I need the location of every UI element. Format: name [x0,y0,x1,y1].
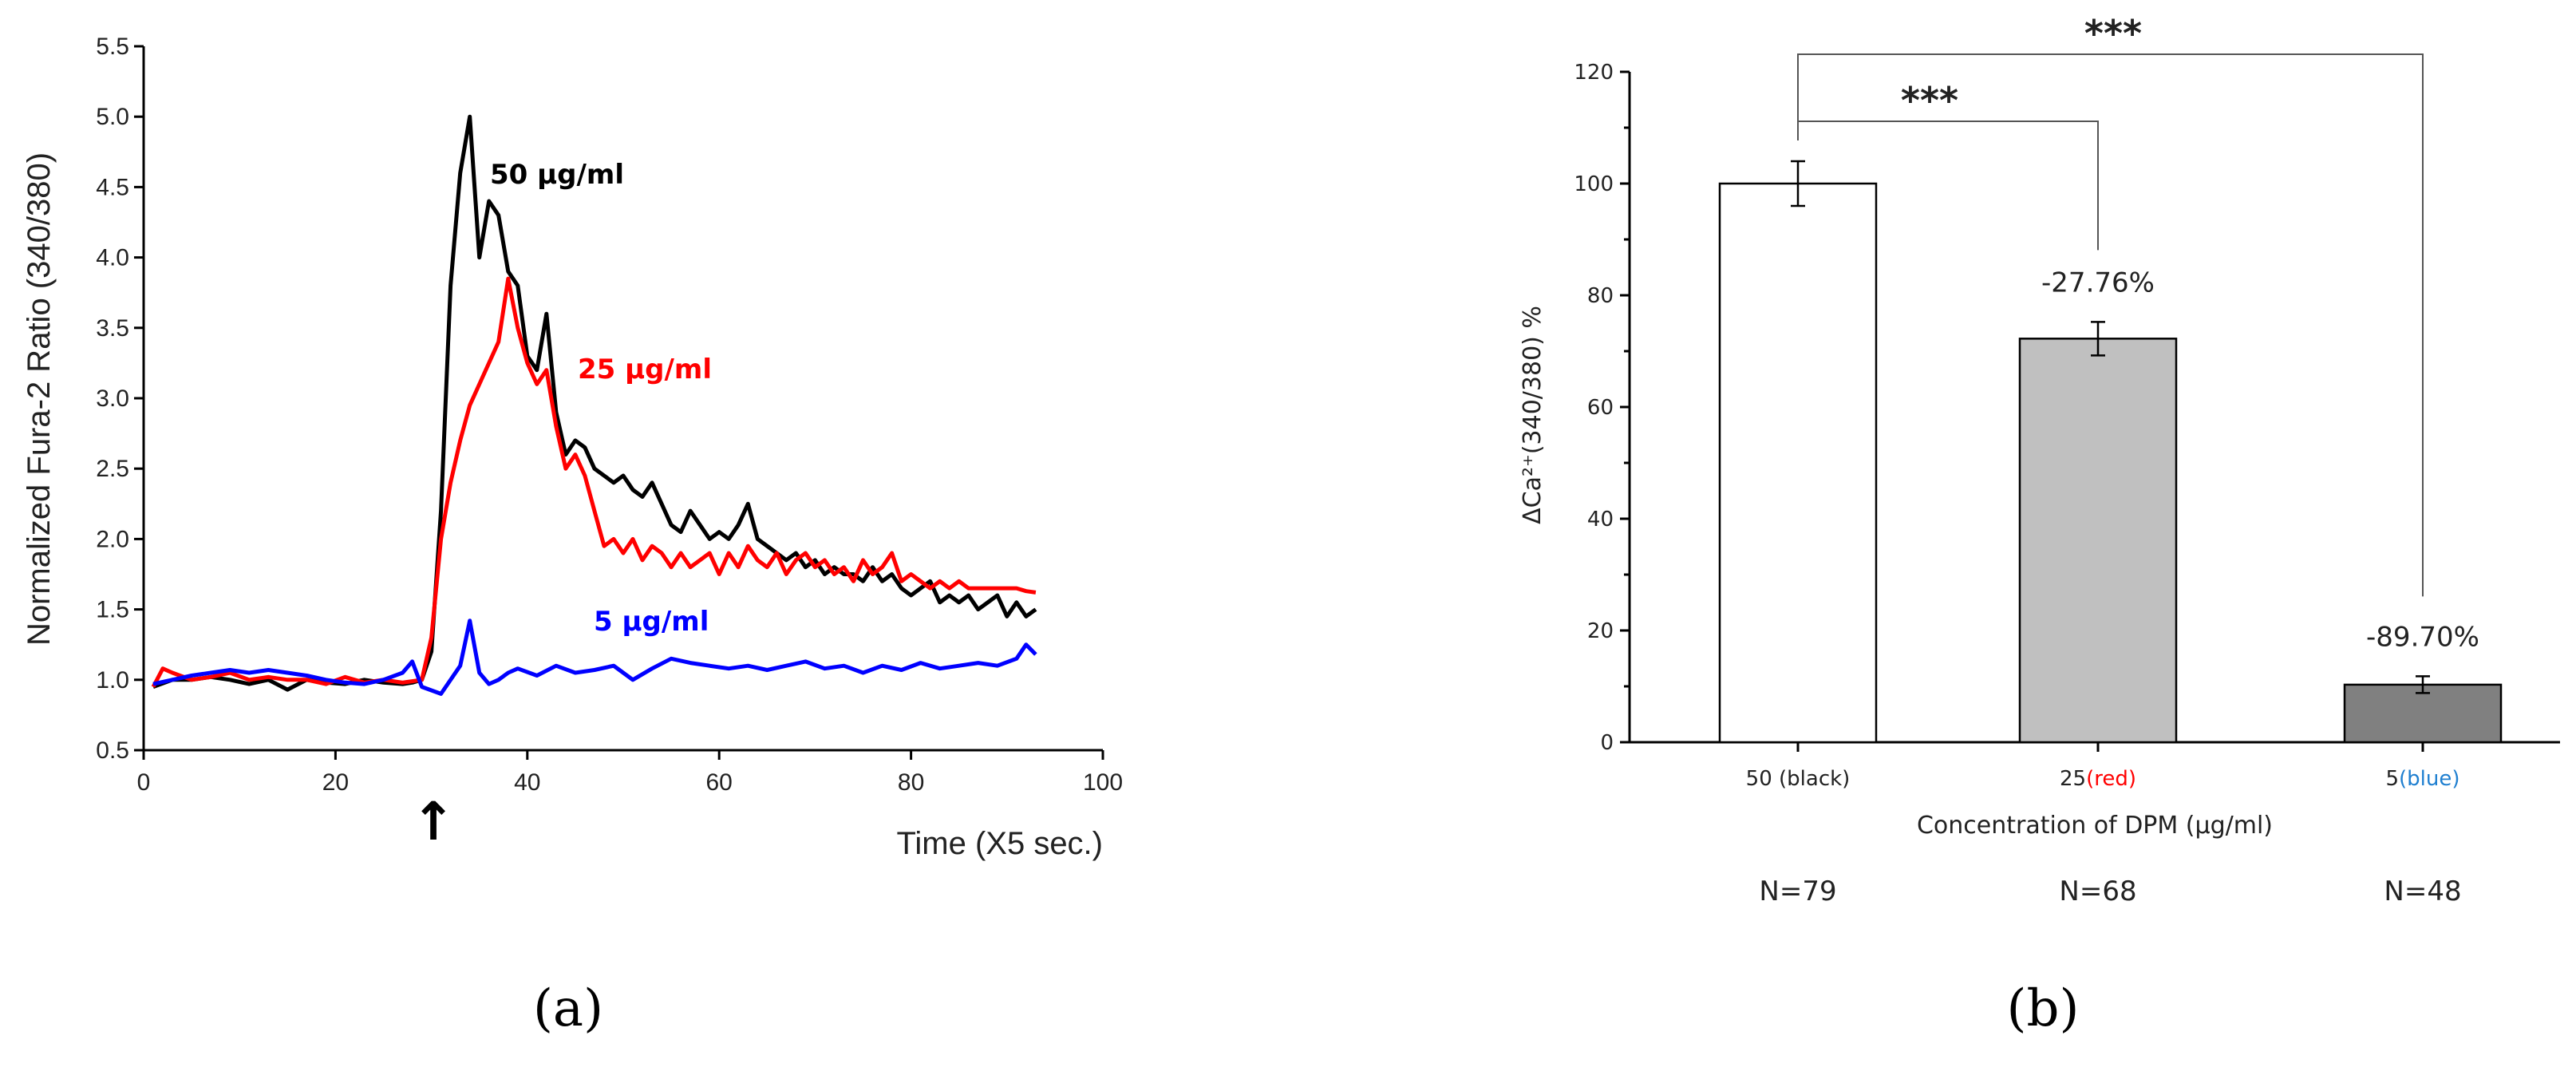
significance-label: *** [2084,12,2142,55]
x-axis-label: Time (X5 sec.) [896,826,1103,861]
bar-50 [1718,182,1878,744]
category-value: 50 [1746,767,1772,791]
category-note: (black) [1772,767,1851,791]
category-value: 25 [2060,767,2086,791]
series-line-50 [152,114,1037,692]
y-tick-label: 120 [1574,61,1614,85]
y-tick-label: 5.0 [96,104,129,130]
y-axis-label: Normalized Fura-2 Ratio (340/380) [22,152,57,646]
y-tick-label: 80 [1587,284,1614,308]
y-tick-label: 0 [1600,731,1614,755]
y-tick-label: 60 [1587,396,1614,420]
series-label-50: 50 µg/ml [490,159,624,191]
y-tick-label: 2.5 [96,456,129,482]
n-label: N=68 [2059,875,2136,907]
y-tick-label: 2.0 [96,526,129,552]
x-tick-label: 60 [706,769,733,796]
bar-5 [2343,683,2503,744]
series-line-5 [152,619,1037,696]
x-axis-label: Concentration of DPM (µg/ml) [1917,812,2273,840]
y-axis-label: ΔCa²⁺(340/380) % [1519,306,1547,524]
y-tick-label: 40 [1587,508,1614,532]
n-label: N=79 [1759,875,1836,907]
change-label: -27.76% [2041,267,2155,298]
category-note: (blue) [2399,767,2460,791]
x-tick-label: 20 [322,769,349,796]
panel-b-bar-chart: 0 20 40 60 80 100 120 50 (black) N=79 25(red) -27… [1519,12,2560,907]
bar-25 [2018,338,2178,744]
y-tick-label: 5.5 [96,34,129,60]
n-label: N=48 [2384,875,2461,907]
series-line-25 [151,276,1037,688]
category-label: 25(red) [2060,767,2136,791]
series-label-25: 25 µg/ml [578,354,712,385]
category-label: 50 (black) [1746,767,1851,791]
x-tick-label: 80 [898,769,924,796]
stimulus-arrow: ↑ [411,791,455,852]
y-tick-label: 4.0 [96,245,129,271]
category-label: 5(blue) [2385,767,2459,791]
y-tick-label: 1.5 [96,597,129,623]
significance-bracket [1797,53,2424,597]
y-tick-label: 3.0 [96,385,129,412]
x-tick-label: 0 [137,769,151,796]
x-tick-label: 40 [514,769,540,796]
y-tick-label: 0.5 [96,737,129,764]
series-label-5: 5 µg/ml [594,606,709,638]
category-note: (red) [2086,767,2136,791]
y-tick-label: 100 [1574,172,1614,196]
panel-label-b: (b) [2007,979,2080,1038]
category-value: 5 [2385,767,2399,791]
y-tick-label: 20 [1587,619,1614,643]
x-tick-label: 100 [1083,769,1123,796]
panel-a-line-chart: 0.5 1.0 1.5 2.0 2.5 3.0 3.5 4.0 4.5 5.0 5.5 0 20 40 6… [22,34,1123,861]
panel-label-a: (a) [533,979,603,1038]
y-tick-label: 4.5 [96,174,129,200]
y-tick-label: 1.0 [96,667,129,694]
y-tick-label: 3.5 [96,315,129,342]
change-label: -89.70% [2366,621,2479,653]
significance-label: *** [1901,79,1958,122]
